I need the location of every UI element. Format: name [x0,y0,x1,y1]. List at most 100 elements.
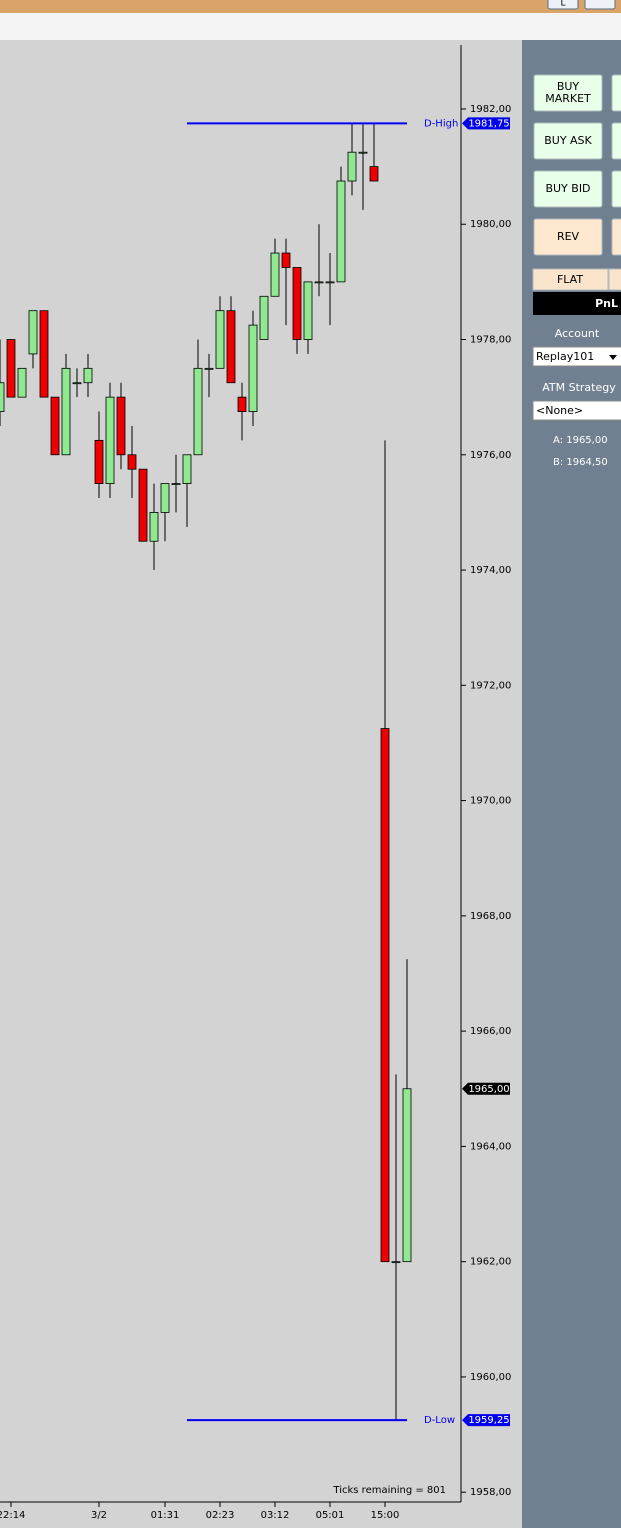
order-button[interactable] [533,122,603,160]
plot: 1958,00 1960,00 1962,00 1964,00 1966,00 1968,… [0,104,511,1521]
dropdown-arrow [609,355,617,360]
window-button-label: L [560,0,565,9]
bid-price: B: 1964,50 [553,457,608,468]
candle-body [204,367,214,370]
candle-body [116,396,126,456]
x-tick-label: 02:23 [206,1510,235,1521]
atm-value: <None> [536,404,583,417]
last-price-tag-label: 1965,00 [468,1084,509,1095]
candle-body [259,295,269,340]
window-button[interactable] [584,0,616,10]
order-button[interactable] [611,170,621,208]
candle-body [83,367,93,384]
candle-body [182,454,192,484]
y-tick-label: 1972,00 [470,680,511,691]
level-price-tag [462,117,510,130]
candle-body [39,310,49,398]
level-price-tag-label: 1959,25 [468,1415,509,1426]
candle-body [325,281,335,284]
window-button[interactable] [547,0,579,10]
y-tick-label: 1970,00 [470,796,511,807]
x-tick-label: 03:12 [261,1510,290,1521]
candle-body [105,396,115,484]
candle-body [160,483,170,513]
order-panel: BUY MARKET BUY ASK BUY BID REV FLAT PnL Account… [532,74,621,468]
account-label: Account [555,327,600,340]
candle-body [369,166,379,182]
candle-body [50,396,60,456]
candle-body [237,396,247,412]
candle-body [347,151,357,182]
x-tick-label: 15:00 [371,1510,400,1521]
candle-body [402,1088,412,1263]
level-name: D-Low [424,1415,455,1426]
order-button[interactable] [611,122,621,160]
candle-body [61,367,71,456]
level-price-tag [462,1414,510,1427]
candle-body [303,281,313,340]
candle-body [358,151,368,154]
ticks-remaining: Ticks remaining = 801 [332,1485,446,1496]
candle-body [281,252,291,268]
atm-select[interactable] [532,400,621,421]
close-button[interactable] [608,268,621,291]
x-tick-label: 3/2 [91,1510,107,1521]
y-tick-label: 1968,00 [470,911,511,922]
y-tick-label: 1976,00 [470,450,511,461]
account-select[interactable] [532,346,621,367]
order-button[interactable] [611,218,621,256]
ask-price: A: 1965,00 [553,435,608,446]
side-panel [522,40,621,1528]
order-button[interactable] [533,170,603,208]
order-button-label: BUY MARKET [545,80,591,105]
candle-body [138,468,148,542]
chart-area [0,40,522,1528]
candle-body [149,512,159,542]
order-button-label: REV [557,230,580,243]
title-bar [0,0,621,13]
candle-body [380,728,390,1263]
candle-body [127,454,137,470]
y-tick-label: 1958,00 [470,1487,511,1498]
candle-body [193,367,203,456]
candle-body [270,252,280,297]
last-price-tag [462,1082,510,1095]
candle-body [94,439,104,484]
x-tick-label: 05:01 [316,1510,345,1521]
x-tick-label: 22:14 [0,1510,25,1521]
atm-label: ATM Strategy [542,381,616,394]
candle-body [171,483,181,485]
candle-body [0,382,5,412]
y-tick-label: 1966,00 [470,1026,511,1037]
pnl-box [533,292,621,315]
order-button-label: BUY ASK [544,134,592,147]
y-tick-label: 1980,00 [470,219,511,230]
order-button[interactable] [611,74,621,112]
candle-body [6,339,16,398]
candle-body [314,281,324,284]
y-tick-label: 1964,00 [470,1141,511,1152]
y-tick-label: 1978,00 [470,335,511,346]
level-price-tag-label: 1981,75 [468,118,509,129]
y-tick-label: 1974,00 [470,565,511,576]
toolbar [0,13,621,40]
candle-body [215,310,225,369]
x-tick-label: 01:31 [151,1510,180,1521]
candle-body [28,310,38,355]
flat-button[interactable] [532,268,609,291]
account-value: Replay101 [536,350,594,363]
y-tick-label: 1962,00 [470,1257,511,1268]
candle-body [226,310,236,384]
y-tick-label: 1960,00 [470,1372,511,1383]
candle-body [248,324,258,412]
order-button[interactable] [533,74,603,112]
candle-body [391,1261,401,1264]
order-button[interactable] [533,218,603,256]
candle-body [292,267,302,340]
y-tick-label: 1982,00 [470,104,511,115]
order-button-label: BUY BID [545,182,590,195]
flat-label: FLAT [557,273,583,286]
candle-body [336,180,346,283]
